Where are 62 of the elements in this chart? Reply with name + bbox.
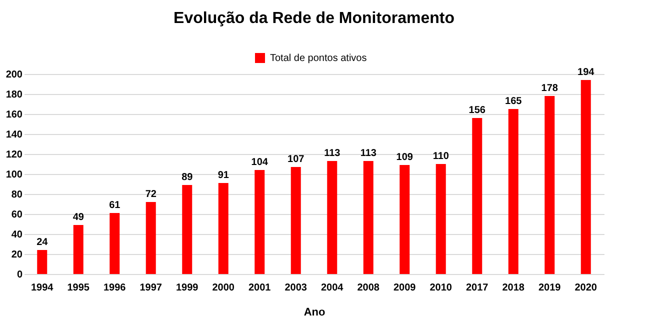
bar	[290, 167, 301, 274]
data-label: 24	[36, 237, 48, 248]
chart-title: Evolução da Rede de Monitoramento	[174, 10, 455, 27]
y-tick-label: 40	[11, 230, 23, 240]
x-tick-label: 1995	[67, 282, 90, 294]
x-tick-label: 2004	[321, 282, 344, 294]
y-tick-label: 20	[11, 250, 23, 260]
x-tick-label: 2017	[466, 282, 489, 294]
bar	[436, 164, 446, 274]
bar	[254, 170, 265, 274]
y-tick-label: 60	[11, 210, 23, 220]
x-tick-label: 2020	[574, 282, 598, 294]
bar	[472, 118, 482, 274]
data-label: 61	[109, 200, 121, 211]
data-label: 113	[324, 148, 341, 159]
y-tick-label: 180	[6, 90, 23, 100]
data-label: 165	[505, 96, 522, 107]
data-label: 91	[218, 170, 230, 181]
y-tick-label: 160	[6, 110, 23, 120]
x-tick-label: 1997	[140, 282, 162, 294]
bar	[363, 161, 374, 274]
y-tick-label: 0	[16, 270, 23, 280]
bar	[146, 202, 156, 274]
bar	[580, 80, 591, 274]
x-tick-label: 2010	[430, 282, 452, 294]
bar	[73, 225, 84, 274]
data-label: 156	[468, 105, 486, 116]
bar	[508, 109, 518, 274]
y-tick-label: 140	[6, 130, 23, 140]
y-tick-label: 100	[6, 170, 23, 180]
bar	[400, 165, 410, 274]
x-tick-label: 2008	[357, 282, 380, 294]
data-label: 194	[578, 67, 595, 78]
data-label: 89	[182, 172, 194, 183]
data-label: 49	[72, 212, 84, 223]
data-label: 107	[288, 154, 305, 165]
data-label: 113	[360, 148, 377, 159]
x-axis-title: Ano	[304, 306, 326, 318]
x-tick-label: 2009	[394, 282, 416, 294]
data-label: 72	[145, 189, 157, 200]
x-tick-label: 2019	[538, 282, 562, 294]
bar	[327, 161, 338, 274]
bar	[37, 250, 48, 274]
x-tick-label: 2000	[212, 282, 235, 294]
y-tick-label: 200	[6, 70, 23, 80]
x-tick-label: 2018	[502, 282, 525, 294]
y-tick-label: 120	[6, 150, 23, 160]
y-tick-label: 80	[11, 190, 23, 200]
x-tick-label: 1996	[104, 282, 126, 294]
bar	[110, 213, 120, 274]
legend-label: Total de pontos ativos	[270, 53, 367, 64]
data-label: 104	[251, 157, 268, 168]
data-label: 109	[396, 152, 414, 163]
x-tick-label: 1994	[31, 282, 54, 294]
data-label: 178	[541, 83, 558, 94]
data-label: 110	[432, 151, 450, 162]
bar	[218, 183, 228, 274]
x-tick-label: 2003	[284, 282, 308, 294]
x-tick-label: 2001	[248, 282, 272, 294]
x-tick-label: 1999	[176, 282, 199, 294]
bar	[544, 96, 555, 274]
bar	[182, 185, 192, 274]
